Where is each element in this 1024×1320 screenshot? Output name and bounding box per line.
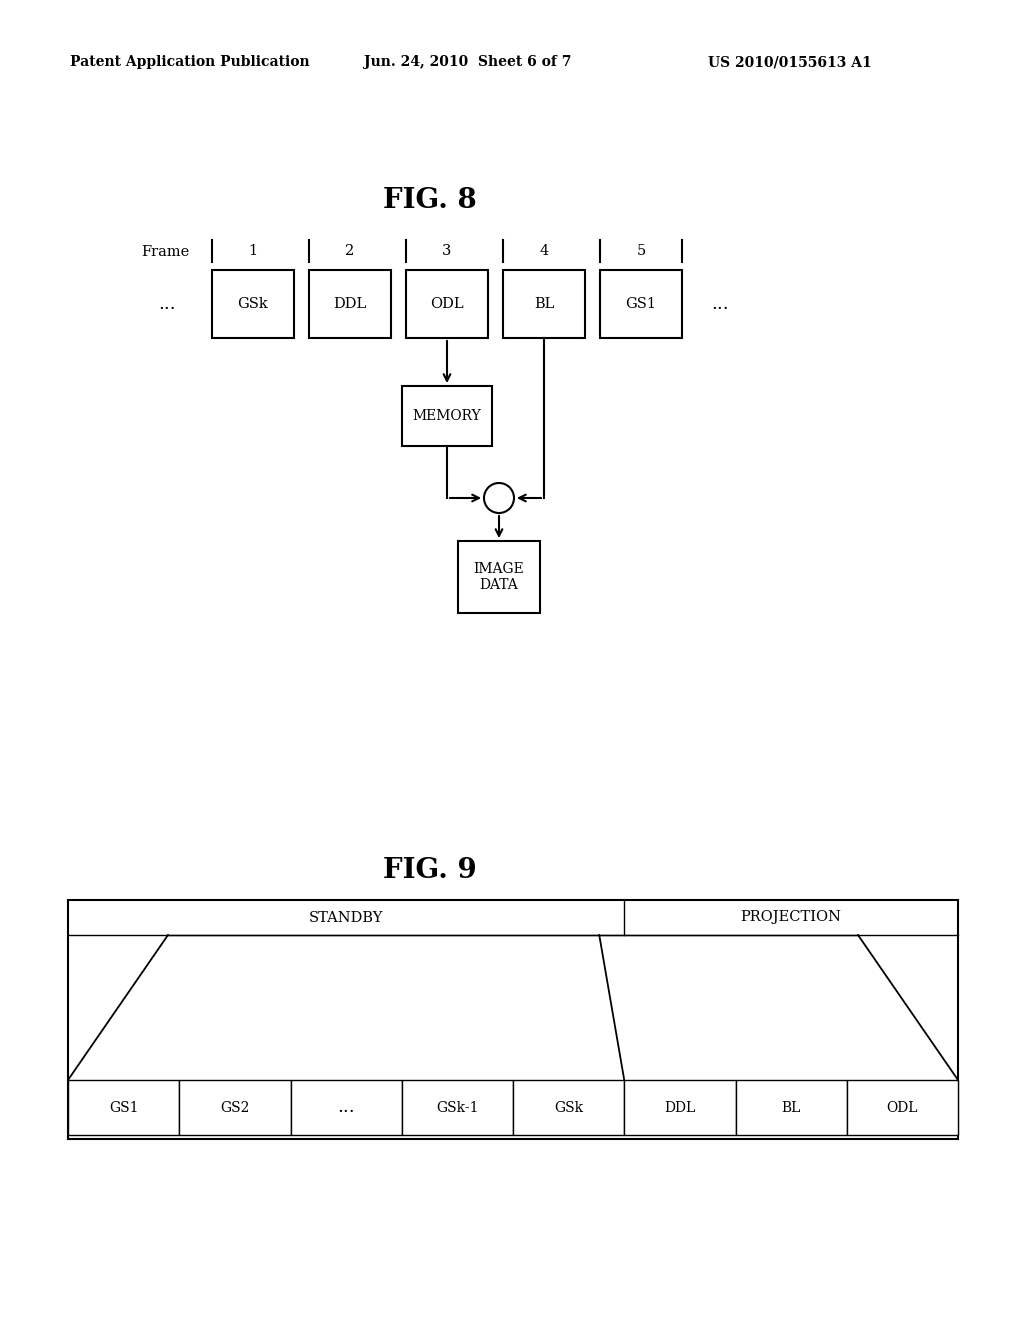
Bar [503,271,585,338]
Text: Jun. 24, 2010  Sheet 6 of 7: Jun. 24, 2010 Sheet 6 of 7 [365,55,571,69]
Bar [402,385,492,446]
Bar [309,271,391,338]
Text: 2: 2 [345,244,354,257]
Text: FIG. 8: FIG. 8 [383,186,477,214]
Text: FIG. 9: FIG. 9 [383,857,477,883]
Text: ...: ... [158,294,176,313]
Text: 1: 1 [249,244,258,257]
Text: 5: 5 [636,244,645,257]
Text: DDL: DDL [334,297,367,312]
Text: GSk: GSk [554,1101,584,1114]
Text: 4: 4 [540,244,549,257]
Bar [68,900,958,1139]
Text: 3: 3 [442,244,452,257]
Text: BL: BL [781,1101,801,1114]
Text: ODL: ODL [430,297,464,312]
Text: BL: BL [534,297,554,312]
Text: GSk: GSk [238,297,268,312]
Bar [291,1080,401,1135]
Bar [625,1080,735,1135]
Text: GS1: GS1 [109,1101,138,1114]
Bar [212,271,294,338]
Bar [735,1080,847,1135]
Bar [406,271,488,338]
Text: IMAGE
DATA: IMAGE DATA [474,562,524,593]
Text: GS1: GS1 [626,297,656,312]
Text: ...: ... [337,1098,355,1117]
Bar [458,541,540,612]
Text: GSk-1: GSk-1 [436,1101,478,1114]
Text: MEMORY: MEMORY [413,409,481,422]
Bar [179,1080,291,1135]
Bar [401,1080,513,1135]
Text: ODL: ODL [887,1101,919,1114]
Text: -: - [497,491,502,506]
Text: PROJECTION: PROJECTION [740,911,842,924]
Text: ...: ... [712,294,729,313]
Text: Patent Application Publication: Patent Application Publication [71,55,310,69]
Bar [600,271,682,338]
Bar [847,1080,958,1135]
Circle shape [484,483,514,513]
Bar [68,1080,179,1135]
Bar [513,1080,625,1135]
Text: DDL: DDL [665,1101,695,1114]
Text: Frame: Frame [141,246,189,259]
Text: US 2010/0155613 A1: US 2010/0155613 A1 [709,55,871,69]
Text: STANDBY: STANDBY [309,911,383,924]
Text: GS2: GS2 [220,1101,250,1114]
